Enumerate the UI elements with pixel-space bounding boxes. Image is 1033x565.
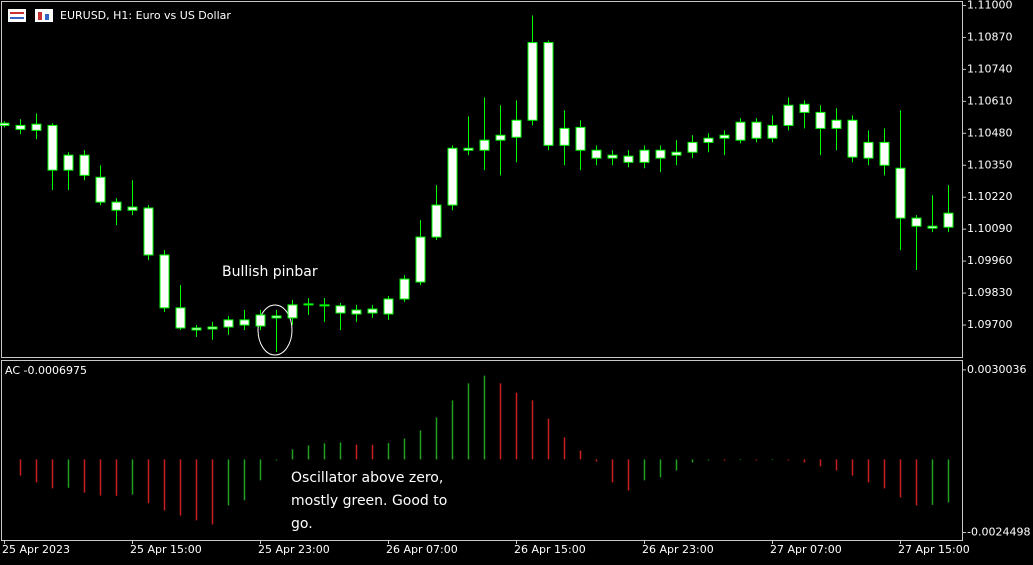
candle-body — [31, 123, 42, 131]
candle-body — [127, 206, 138, 211]
annotation: Oscillator above zero, mostly green. Goo… — [291, 470, 448, 532]
y-tick-label: 1.09830 — [967, 286, 1013, 299]
candle-body — [479, 139, 490, 151]
x-tick-label: 25 Apr 2023 — [2, 543, 70, 556]
candle-body — [671, 151, 682, 156]
y-tick-label: 0.0030036 — [967, 363, 1027, 376]
candle-body — [863, 141, 874, 159]
x-tick-label: 27 Apr 15:00 — [898, 543, 970, 556]
candle-body — [191, 327, 202, 331]
candle-body — [383, 298, 394, 315]
candle-body — [47, 124, 58, 171]
main-pane-border — [1, 1, 963, 358]
candle-body — [63, 154, 74, 171]
candle-body — [335, 305, 346, 314]
icon-table-stripe — [10, 17, 24, 19]
icon-table — [8, 9, 26, 22]
x-tick-label: 26 Apr 15:00 — [514, 543, 586, 556]
candle-body — [287, 304, 298, 319]
candle-body — [143, 207, 154, 256]
y-tick-label: 1.10220 — [967, 190, 1013, 203]
candle-body — [207, 326, 218, 330]
candle-body — [511, 119, 522, 138]
candle-body — [751, 121, 762, 139]
candle-body — [239, 319, 250, 326]
candle-body — [351, 309, 362, 315]
chart-title: EURUSD, H1: Euro vs US Dollar — [60, 9, 231, 22]
candle-body — [431, 204, 442, 238]
candle-body — [639, 149, 650, 163]
candle-body — [783, 104, 794, 126]
icon-chart-bar — [45, 14, 49, 20]
candle-body — [415, 236, 426, 283]
candle-body — [495, 134, 506, 141]
candle-body — [767, 124, 778, 139]
candle-body — [623, 155, 634, 163]
candle-body — [223, 319, 234, 328]
candle-body — [703, 137, 714, 143]
y-tick-label: 1.11000 — [967, 0, 1013, 11]
x-tick-label: 25 Apr 15:00 — [130, 543, 202, 556]
indicator-title: AC -0.0006975 — [5, 364, 87, 377]
candle-body — [527, 42, 538, 121]
annotation-ellipse — [257, 304, 293, 356]
candle-body — [0, 122, 10, 126]
x-tick-label: 27 Apr 07:00 — [770, 543, 842, 556]
x-tick-label: 25 Apr 23:00 — [258, 543, 330, 556]
y-tick-label: 1.10610 — [967, 94, 1013, 107]
candle-body — [943, 212, 954, 228]
candle-body — [255, 314, 266, 327]
candle-body — [815, 111, 826, 129]
x-tick-label: 26 Apr 07:00 — [386, 543, 458, 556]
x-tick-label: 26 Apr 23:00 — [642, 543, 714, 556]
candle-body — [303, 303, 314, 306]
y-tick-label: 1.10350 — [967, 158, 1013, 171]
candle-body — [95, 176, 106, 203]
candle-body — [367, 308, 378, 314]
y-tick-label: -0.0024498 — [967, 526, 1030, 539]
candle-body — [591, 149, 602, 159]
candle-body — [175, 307, 186, 329]
candle-body — [847, 119, 858, 158]
candle-body — [687, 141, 698, 153]
candle-body — [719, 134, 730, 139]
candle-body — [799, 103, 810, 113]
candle-body — [543, 42, 554, 146]
candle-body — [463, 147, 474, 151]
candle-body — [655, 149, 666, 159]
candle-body — [927, 225, 938, 229]
candle-body — [879, 141, 890, 166]
candle-body — [735, 121, 746, 141]
icon-table-stripe — [10, 12, 24, 14]
indicator-pane-border — [1, 360, 963, 541]
candle-body — [319, 304, 330, 307]
candle-body — [271, 315, 282, 319]
y-tick-label: 1.10090 — [967, 222, 1013, 235]
candle-body — [15, 124, 26, 130]
icon-chart — [35, 9, 53, 22]
y-tick-label: 1.10870 — [967, 30, 1013, 43]
candle-body — [831, 119, 842, 129]
y-tick-label: 1.10480 — [967, 126, 1013, 139]
candle-body — [559, 127, 570, 146]
y-tick-label: 1.10740 — [967, 62, 1013, 75]
candle-body — [111, 201, 122, 211]
annotation: Bullish pinbar — [222, 264, 318, 280]
candle-body — [575, 126, 586, 151]
candle-body — [159, 254, 170, 309]
candle-body — [895, 167, 906, 219]
y-tick-label: 1.09700 — [967, 318, 1013, 331]
icon-chart-bar — [38, 12, 42, 20]
candle-body — [447, 147, 458, 206]
y-tick-label: 1.09960 — [967, 254, 1013, 267]
candle-body — [607, 154, 618, 159]
candle-body — [399, 278, 410, 300]
candle-body — [911, 217, 922, 227]
candle-body — [79, 154, 90, 176]
